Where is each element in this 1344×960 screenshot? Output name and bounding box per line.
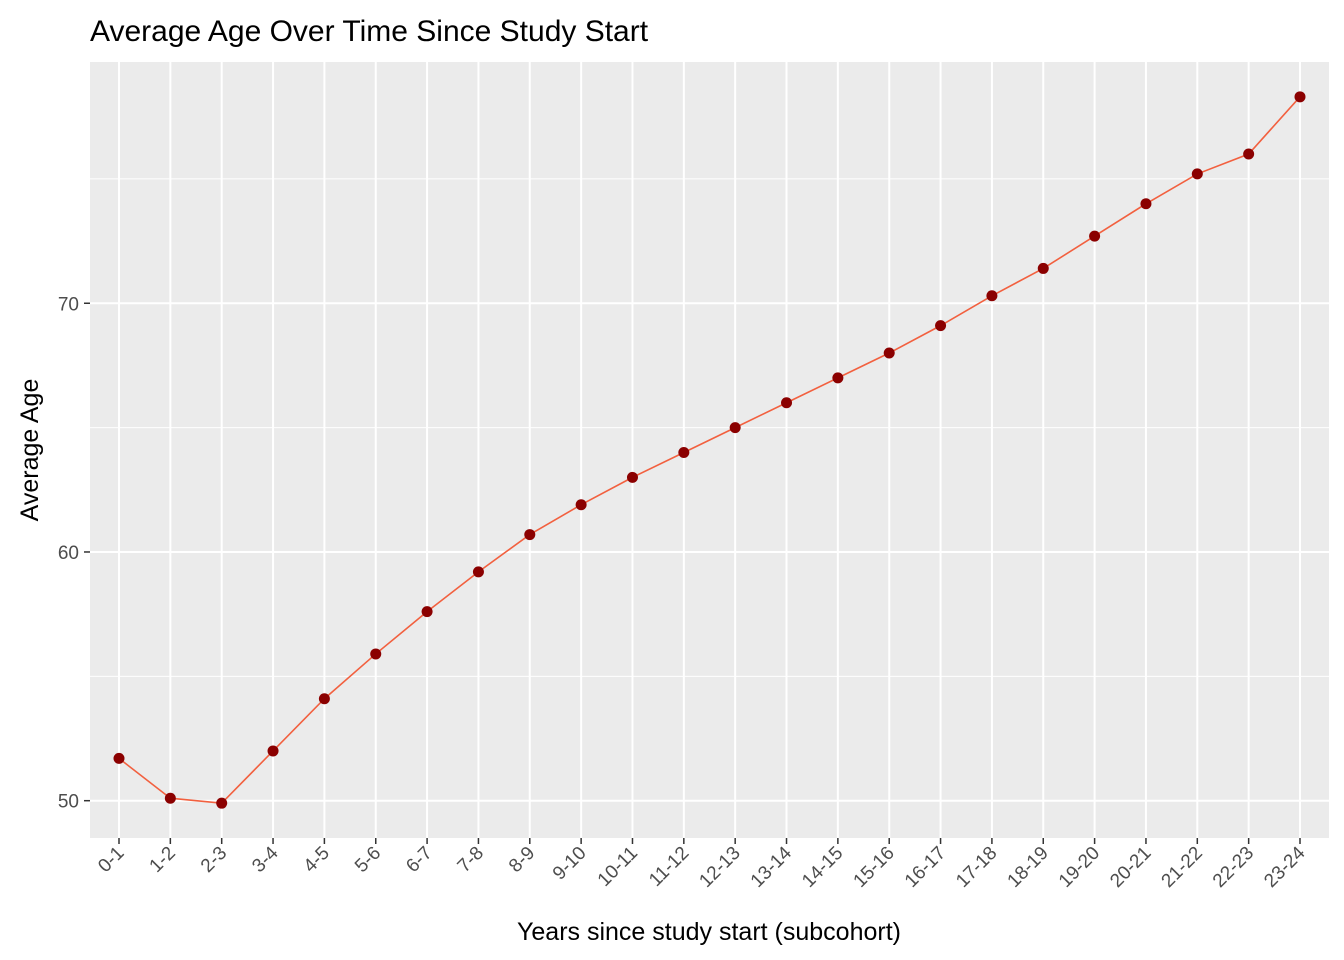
x-axis-title: Years since study start (subcohort) [517,918,901,946]
major-gridlines [90,62,1329,838]
data-point [781,397,793,409]
y-tick-label: 70 [58,294,79,315]
data-point [1294,91,1306,103]
data-point [472,566,484,578]
plot-panel [90,62,1329,838]
data-point [318,693,330,705]
series-line [118,96,1301,805]
chart-title: Average Age Over Time Since Study Start [90,15,649,48]
data-point [216,797,228,809]
series-layer [113,91,1306,809]
data-point [1243,148,1255,160]
data-point [1191,168,1203,180]
data-point [113,752,125,764]
y-axis-title: Average Age [16,379,44,522]
y-tick-label: 60 [58,543,79,564]
data-point [1037,262,1049,274]
y-axis: 50 60 70 [58,294,90,813]
data-point [575,499,587,511]
data-point [986,290,998,302]
data-point [1089,230,1101,242]
data-point [678,446,690,458]
data-point [524,529,536,541]
data-point [421,606,433,618]
data-point [626,471,638,483]
data-point [370,648,382,660]
data-point [729,422,741,434]
minor-gridlines [90,178,1329,677]
data-point [832,372,844,384]
data-point [164,792,176,804]
y-tick-label: 50 [58,792,79,813]
data-point [935,320,947,332]
data-point [267,745,279,757]
data-point [883,347,895,359]
data-point [1140,198,1152,210]
